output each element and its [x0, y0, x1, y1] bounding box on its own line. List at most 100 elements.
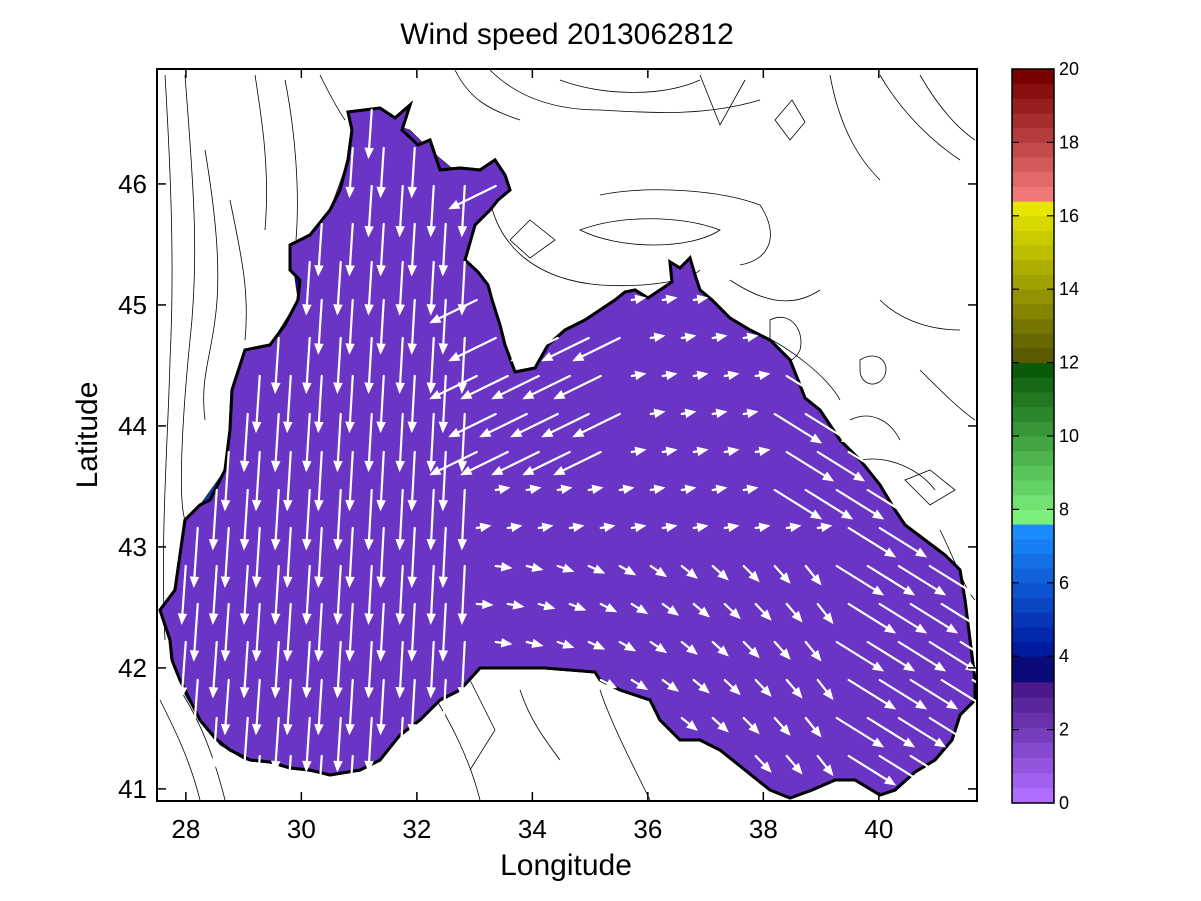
wind-arrow-head — [283, 650, 293, 662]
wind-arrow — [336, 488, 342, 549]
wind-arrow — [379, 602, 385, 660]
wind-arrow-head — [208, 760, 219, 773]
wind-arrow-head — [572, 522, 585, 533]
wind-arrow-head — [460, 389, 473, 400]
wind-arrow — [866, 488, 914, 520]
colorbar-tick-label: 16 — [1059, 206, 1079, 226]
colorbar-segment — [1012, 641, 1054, 657]
wind-arrow — [336, 412, 342, 471]
wind-arrow-head — [500, 561, 513, 572]
x-tick-label: 40 — [864, 814, 893, 844]
y-tick-label: 43 — [118, 532, 147, 562]
y-tick-label: 45 — [118, 290, 147, 320]
wind-arrow-head — [696, 294, 709, 305]
wind-arrow-head — [376, 421, 386, 434]
wind-arrow — [866, 640, 914, 672]
wind-arrow-head — [915, 547, 928, 558]
wind-arrow-head — [715, 332, 728, 343]
wind-arrow — [367, 260, 373, 314]
wind-arrow-head — [407, 576, 417, 588]
wind-arrow-head — [302, 760, 312, 773]
wind-arrow — [398, 640, 404, 697]
wind-arrow-head — [934, 661, 947, 672]
wind-arrow-head — [429, 389, 442, 400]
wind-arrow — [305, 716, 311, 771]
wind-arrow — [367, 488, 373, 549]
wind-arrow-head — [593, 640, 606, 650]
wind-arrow — [897, 640, 945, 672]
wind-arrow-head — [791, 762, 803, 775]
wind-arrow-head — [946, 775, 959, 786]
wind-arrow — [180, 564, 187, 624]
wind-arrow-head — [665, 370, 678, 381]
wind-arrow-head — [283, 499, 293, 512]
wind-arrow-head — [903, 509, 916, 520]
wind-arrow-head — [395, 304, 405, 316]
wind-arrow — [940, 678, 977, 704]
wind-arrow — [410, 526, 416, 587]
wind-arrow — [317, 374, 323, 432]
wind-arrow — [379, 298, 385, 354]
x-tick-label: 36 — [633, 814, 662, 844]
wind-arrow-head — [522, 465, 535, 476]
wind-arrow-head — [748, 570, 760, 583]
wind-arrow-head — [314, 264, 324, 277]
wind-arrow-head — [655, 642, 668, 654]
wind-arrow — [336, 564, 342, 624]
colorbar-tick-label: 18 — [1059, 132, 1079, 152]
colorbar-segment — [1012, 127, 1054, 143]
wind-arrow-head — [481, 599, 494, 610]
colorbar-segment — [1012, 377, 1054, 393]
colorbar-segment — [1012, 509, 1054, 525]
wind-arrow-head — [884, 623, 897, 634]
colorbar-segment — [1012, 245, 1054, 261]
wind-arrow — [379, 450, 385, 510]
wind-arrow-head — [634, 522, 647, 533]
colorbar-segment — [1012, 157, 1054, 173]
wind-arrow-head — [717, 569, 729, 581]
colorbar-segment — [1012, 142, 1054, 158]
wind-arrow-head — [270, 460, 281, 473]
wind-arrow — [223, 450, 230, 510]
wind-arrow — [223, 678, 230, 734]
wind-arrow-head — [426, 304, 437, 316]
wind-arrow-head — [333, 382, 343, 394]
wind-arrow-head — [915, 623, 928, 634]
wind-arrow-head — [634, 370, 647, 381]
wind-arrow-head — [283, 421, 293, 434]
wind-arrow — [242, 488, 249, 549]
wind-arrow — [398, 716, 404, 771]
wind-arrow — [255, 374, 261, 432]
wind-arrow — [336, 336, 342, 393]
wind-arrow-head — [686, 720, 698, 731]
wind-arrow-head — [376, 723, 386, 736]
wind-arrow-head — [603, 522, 616, 533]
wind-arrow-head — [189, 723, 200, 736]
wind-arrow-head — [605, 602, 618, 613]
wind-arrow — [429, 260, 435, 314]
colorbar-segment — [1012, 772, 1054, 789]
colorbar-segment — [1012, 362, 1054, 378]
wind-arrow — [928, 716, 976, 748]
wind-arrow-head — [903, 737, 916, 748]
wind-arrow-head — [636, 604, 649, 615]
wind-arrow — [460, 260, 466, 314]
wind-arrow-head — [314, 797, 324, 801]
wind-arrow-head — [622, 484, 635, 495]
map-layers — [158, 69, 977, 801]
colorbar-segment — [1012, 274, 1054, 290]
wind-arrow — [305, 564, 311, 624]
wind-arrow — [305, 336, 311, 393]
wind-arrow-head — [345, 723, 355, 736]
wind-arrow-head — [208, 686, 219, 699]
x-axis-label: Longitude — [500, 849, 632, 882]
wind-arrow — [835, 640, 883, 672]
wind-arrow-head — [934, 585, 947, 596]
wind-arrow-head — [345, 650, 355, 662]
wind-arrow-head — [426, 539, 437, 551]
wind-arrow-head — [208, 538, 219, 551]
wind-arrow — [909, 602, 957, 634]
wind-arrow-head — [903, 661, 916, 672]
wind-arrow-head — [491, 389, 504, 400]
wind-arrow-head — [239, 460, 250, 473]
